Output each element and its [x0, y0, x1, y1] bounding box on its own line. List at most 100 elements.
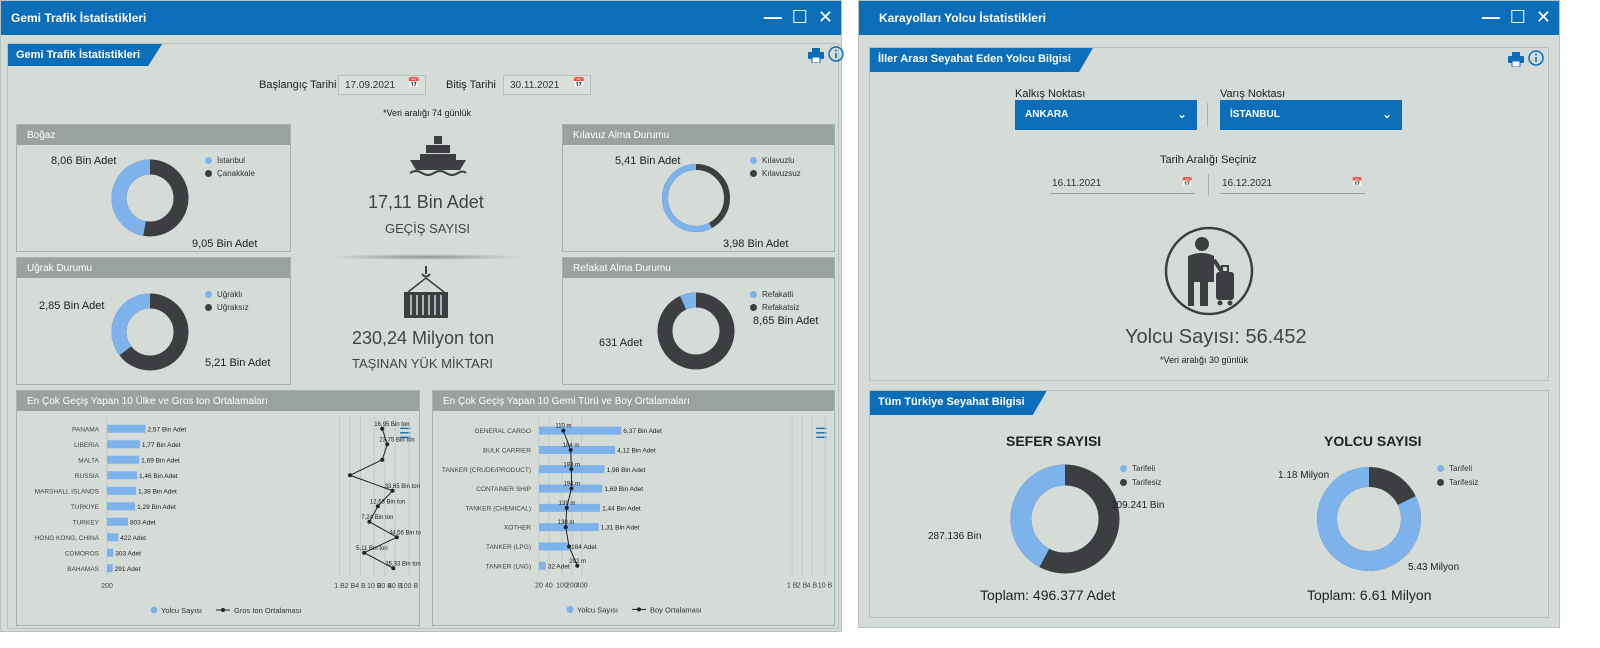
print-icon[interactable] — [808, 48, 824, 66]
line-point — [390, 488, 395, 493]
line-point — [391, 566, 396, 571]
kilavuz-label-a: 5,41 Bin Adet — [615, 155, 681, 167]
yolcu-title: YOLCU SAYISI — [1324, 433, 1422, 449]
chart-menu-icon[interactable]: ☰ — [815, 425, 828, 441]
kalkis-label: Kalkış Noktası — [1015, 88, 1086, 100]
divider — [1208, 174, 1209, 196]
calendar-icon[interactable]: 📅 — [572, 78, 585, 89]
x-tick-label: 20 — [535, 582, 543, 589]
sefer-label-b: 287.136 Bin — [928, 531, 982, 542]
gemi-window-title: Gemi Trafik İstatistikleri — [11, 11, 147, 25]
x-tick-label: 400 — [576, 582, 588, 589]
end-date-input[interactable]: 16.12.2021 📅 — [1220, 176, 1365, 194]
ugrak-label-a: 2,85 Bin Adet — [39, 300, 105, 312]
line-label: 12,68 Bin ton — [370, 499, 405, 505]
refakat-legend-b: Refakatsiz — [750, 303, 799, 312]
range-note: *Veri aralığı 30 günlük — [1160, 355, 1249, 365]
ugrak-legend-a: Uğraklı — [205, 290, 242, 299]
bar-label: 1,98 Bin Adet — [607, 467, 646, 474]
country-chart-card: En Çok Geçiş Yapan 10 Ülke ve Gros ton O… — [16, 390, 421, 626]
bogaz-legend-a: İstanbul — [205, 156, 245, 165]
x-tick-label: 4 B — [807, 582, 818, 589]
close-icon[interactable]: ✕ — [817, 7, 833, 27]
bar — [107, 440, 140, 449]
divider-shadow — [326, 254, 526, 260]
donut-slice-b — [657, 292, 735, 370]
line-point — [575, 563, 580, 568]
bar-label: 1,77 Bin Adet — [142, 442, 181, 449]
yolcu-legend-a: Tarifeli — [1437, 464, 1472, 473]
end-date-input[interactable]: 30.11.2021 📅 — [503, 75, 591, 95]
line-point — [567, 544, 572, 549]
line-label: 139 m — [559, 501, 576, 507]
line-label: 130 m — [558, 520, 575, 526]
chevron-down-icon: ⌄ — [1381, 107, 1392, 121]
calendar-icon[interactable]: 📅 — [1351, 177, 1363, 187]
bar-label: 303 Adet — [115, 550, 141, 557]
print-icon[interactable] — [1508, 52, 1524, 70]
line-point — [569, 467, 574, 472]
x-tick-label: 100 — [556, 582, 568, 589]
ugrak-label-b: 5,21 Bin Adet — [205, 357, 271, 369]
yolcu-donut — [1317, 467, 1421, 571]
donut-slice-a — [111, 293, 189, 371]
gecis-value: 17,11 Bin Adet — [368, 192, 484, 212]
yuk-value: 230,24 Milyon ton — [352, 328, 495, 348]
category-label: XOTHER — [504, 525, 531, 532]
gemi-panel: Gemi Trafik İstatistikleri Başlangıç Tar… — [7, 43, 844, 629]
calendar-icon[interactable]: 📅 — [1181, 177, 1193, 187]
bar-label: 803 Adet — [130, 519, 156, 526]
sefer-donut — [1010, 464, 1120, 574]
category-label: TANKER (CHEMICAL) — [465, 505, 531, 512]
series-line — [348, 428, 398, 569]
x-tick-label: 10 B — [367, 583, 382, 590]
line-label: 35,33 Bin ton — [385, 561, 420, 567]
donut-slice-a — [111, 159, 189, 237]
bar — [539, 523, 599, 532]
ugrak-card: Uğrak Durumu 2,85 Bin Adet 5,21 Bin Adet… — [16, 257, 291, 385]
end-date-value: 30.11.2021 — [510, 80, 560, 91]
line-point — [568, 447, 573, 452]
x-tick-label: 1 B — [787, 582, 798, 589]
calendar-icon[interactable]: 📅 — [407, 78, 420, 89]
gecis-label: GEÇİŞ SAYISI — [385, 221, 471, 236]
legend-marker — [150, 606, 158, 614]
x-tick-label: 2 B — [797, 582, 808, 589]
line-label: 292 m — [569, 559, 586, 565]
info-icon[interactable] — [1528, 50, 1544, 69]
minimize-icon[interactable]: — — [1481, 7, 1500, 27]
line-point — [375, 504, 380, 509]
category-label: BAHAMAS — [67, 566, 99, 573]
bar — [539, 542, 570, 551]
bar — [107, 424, 146, 433]
kalkis-select[interactable]: ANKARA ⌄ — [1015, 100, 1197, 130]
category-label: TANKER (LPG) — [486, 544, 531, 551]
maximize-icon[interactable]: ☐ — [791, 7, 808, 27]
varis-select[interactable]: İSTANBUL ⌄ — [1220, 100, 1402, 130]
category-label: MALTA — [78, 457, 99, 464]
line-point — [563, 525, 568, 530]
kilavuz-label-b: 3,98 Bin Adet — [723, 238, 789, 250]
iller-panel: İller Arası Seyahat Eden Yolcu Bilgisi K… — [869, 47, 1549, 381]
category-label: LIBERIA — [74, 442, 100, 449]
start-date-input[interactable]: 16.11.2021 📅 — [1050, 176, 1195, 194]
bar — [107, 517, 128, 526]
donut-slice-a — [1317, 467, 1421, 571]
bar-label: 2,57 Bin Adet — [147, 426, 186, 433]
country-chart-title: En Çok Geçiş Yapan 10 Ülke ve Gros ton O… — [17, 391, 419, 411]
start-date-input[interactable]: 17.09.2021 📅 — [338, 75, 426, 95]
maximize-icon[interactable]: ☐ — [1509, 7, 1526, 27]
category-label: BULK CARRIER — [483, 447, 531, 454]
chart-menu-icon[interactable]: ☰ — [399, 425, 412, 441]
info-icon[interactable] — [828, 46, 844, 65]
iller-ribbon: İller Arası Seyahat Eden Yolcu Bilgisi — [870, 48, 1093, 72]
x-tick-label: 10 B — [818, 582, 833, 589]
x-tick-label: 100 B — [400, 583, 419, 590]
legend-label: Boy Ortalaması — [650, 605, 702, 614]
refakat-label-b: 8,65 Bin Adet — [753, 315, 819, 327]
line-point — [394, 535, 399, 540]
line-label: 5,11 Bin ton — [356, 546, 388, 552]
close-icon[interactable]: ✕ — [1535, 7, 1551, 27]
minimize-icon[interactable]: — — [763, 7, 782, 27]
